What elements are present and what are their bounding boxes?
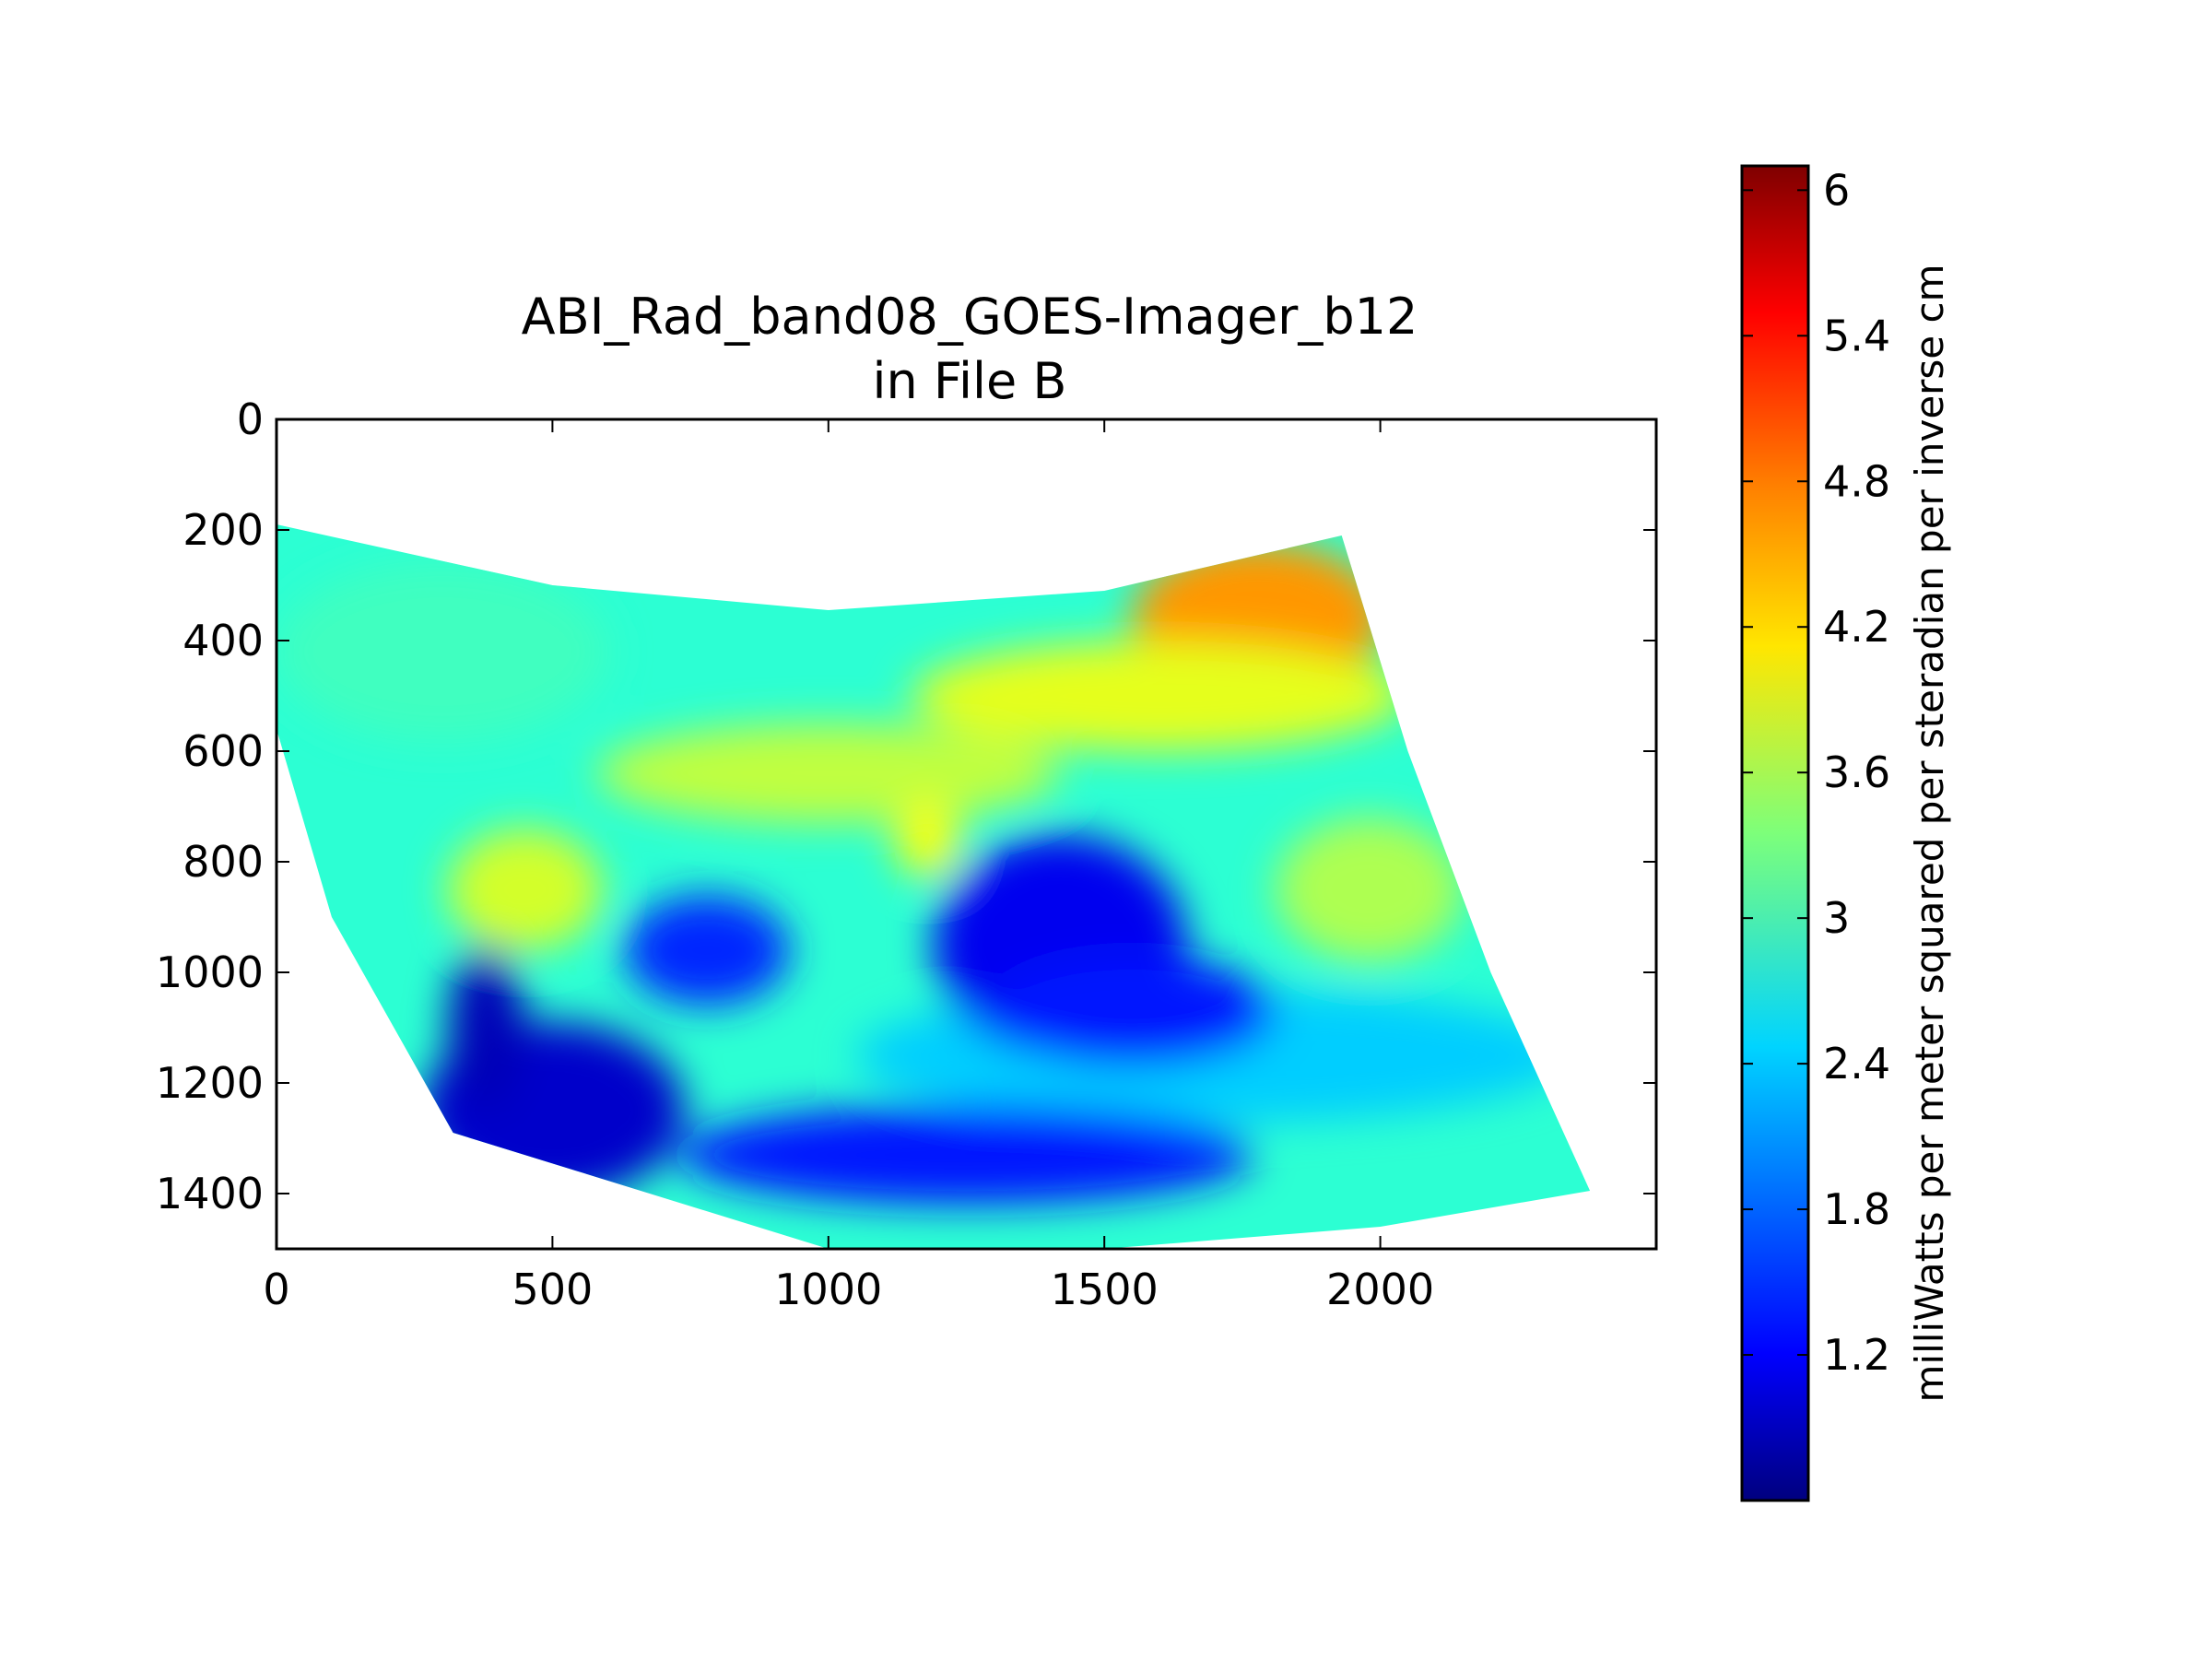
x-axis: 0 500 1000 1500 2000: [263, 419, 1434, 1314]
radiance-region: [894, 801, 961, 878]
radiance-region: [911, 641, 1408, 751]
colorbar-label: milliWatts per meter squared per steradi…: [1907, 264, 1952, 1402]
y-axis: 0 200 400 600 800 1000 1200 1400: [156, 394, 1656, 1218]
colorbar-tick-label: 1.2: [1823, 1330, 1890, 1380]
colorbar-tick-label: 5.4: [1823, 311, 1890, 360]
radiance-region: [596, 724, 1061, 823]
radiance-region: [1275, 818, 1464, 961]
plot-frame: [275, 418, 1658, 1251]
chart-title: ABI_Rad_band08_GOES-Imager_b12: [522, 288, 1418, 346]
colorbar-tick-label: 4.2: [1823, 602, 1890, 652]
y-tick-label: 400: [182, 616, 264, 665]
y-tick-label: 0: [237, 394, 264, 444]
y-tick-label: 1000: [156, 947, 264, 997]
radiance-region: [988, 956, 1276, 1066]
colorbar-tick-label: 3: [1823, 893, 1850, 943]
x-tick-label: 1000: [774, 1265, 882, 1314]
x-tick-label: 1500: [1051, 1265, 1159, 1314]
colorbar-tick-label: 2.4: [1823, 1039, 1890, 1088]
radiance-region: [624, 895, 790, 1006]
radiance-region: [447, 829, 603, 950]
x-tick-label: 0: [263, 1265, 289, 1314]
x-tick-label: 2000: [1326, 1265, 1434, 1314]
x-tick-label: 500: [512, 1265, 593, 1314]
plot-area: 0 500 1000 1500 2000 0 200 400 600 800 1000 1200 14…: [156, 394, 1658, 1314]
radiance-image: [276, 524, 1591, 1249]
colorbar-ticks: 1.2 1.8 2.4 3 3.6 4.2 4.8 5.4 6: [1742, 165, 1890, 1380]
y-tick-label: 1200: [156, 1058, 264, 1108]
colorbar-tick-label: 1.8: [1823, 1184, 1890, 1234]
radiance-region: [447, 945, 525, 1111]
radiance-region: [679, 1105, 1253, 1205]
y-tick-label: 800: [182, 837, 264, 887]
radiance-region: [276, 563, 608, 740]
colorbar-tick-label: 6: [1823, 165, 1850, 215]
colorbar-tick-label: 4.8: [1823, 456, 1890, 506]
colorbar-tick-label: 3.6: [1823, 747, 1890, 797]
colorbar: 1.2 1.8 2.4 3 3.6 4.2 4.8 5.4 6 milliWatts per m…: [1740, 164, 1952, 1502]
chart-subtitle: in File B: [873, 352, 1067, 410]
y-tick-label: 1400: [156, 1169, 264, 1218]
colorbar-gradient: [1740, 164, 1810, 1502]
y-tick-label: 600: [182, 726, 264, 776]
y-tick-label: 200: [182, 505, 264, 555]
